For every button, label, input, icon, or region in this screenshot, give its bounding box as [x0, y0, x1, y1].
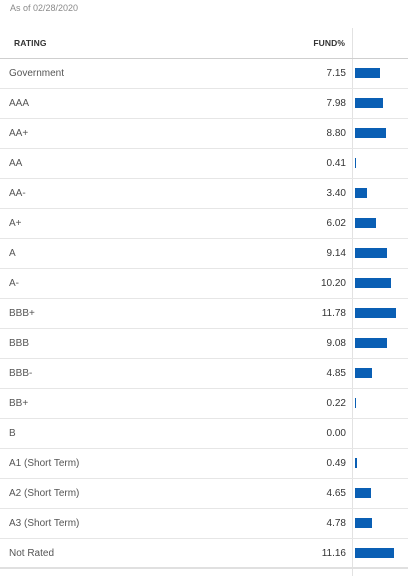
table-row: AA+ 8.80 — [0, 119, 408, 149]
fund-percent-bar — [355, 338, 387, 348]
fund-percent-bar — [355, 248, 387, 258]
fund-percent-value: 0.22 — [326, 398, 346, 409]
table-row: A- 10.20 — [0, 269, 408, 299]
table-row: A+ 6.02 — [0, 209, 408, 239]
fund-percent-bar — [355, 188, 367, 198]
table-row: BBB- 4.85 — [0, 359, 408, 389]
fund-percent-value: 7.98 — [326, 98, 346, 109]
rating-label: A3 (Short Term) — [9, 518, 80, 529]
fund-percent-bar — [355, 68, 380, 78]
as-of-date: As of 02/28/2020 — [10, 3, 79, 13]
fund-percent-value: 0.00 — [326, 428, 346, 439]
fund-percent-value: 4.65 — [326, 488, 346, 499]
fund-percent-bar — [355, 398, 356, 408]
table-row: A3 (Short Term) 4.78 — [0, 509, 408, 539]
table-body: Government 7.15 AAA 7.98 AA+ 8.80 AA 0.41 AA- 3.4… — [0, 59, 408, 569]
fund-percent-value: 10.20 — [320, 278, 346, 289]
rating-label: AA — [9, 158, 23, 169]
rating-label: Government — [9, 68, 65, 79]
fund-percent-bar — [355, 518, 372, 528]
rating-label: BBB+ — [9, 308, 35, 319]
rating-label: BBB — [9, 338, 30, 349]
rating-label: B — [9, 428, 16, 439]
fund-percent-value: 4.85 — [326, 368, 346, 379]
rating-label: Not Rated — [9, 548, 55, 559]
column-divider — [352, 28, 353, 576]
table-row: AA 0.41 — [0, 149, 408, 179]
fund-percent-value: 6.02 — [326, 218, 346, 229]
table-row: A 9.14 — [0, 239, 408, 269]
fund-percent-bar — [355, 278, 391, 288]
fund-percent-bar — [355, 548, 394, 558]
rating-label: AAA — [9, 98, 30, 109]
table-row: AAA 7.98 — [0, 89, 408, 119]
table-header: RATING FUND% — [0, 28, 408, 59]
rating-label: A2 (Short Term) — [9, 488, 80, 499]
rating-label: A+ — [9, 218, 22, 229]
fund-percent-value: 3.40 — [326, 188, 346, 199]
fund-percent-bar — [355, 128, 386, 138]
table-row: AA- 3.40 — [0, 179, 408, 209]
fund-percent-value: 8.80 — [326, 128, 346, 139]
table-row: Government 7.15 — [0, 59, 408, 89]
rating-label: A- — [9, 278, 19, 289]
fund-percent-bar — [355, 218, 376, 228]
fund-percent-value: 0.41 — [326, 158, 346, 169]
rating-label: A1 (Short Term) — [9, 458, 80, 469]
rating-label: AA- — [9, 188, 26, 199]
fund-percent-value: 11.78 — [321, 308, 346, 319]
fund-percent-value: 7.15 — [326, 68, 346, 79]
fund-percent-bar — [355, 368, 372, 378]
table-row: Not Rated 11.16 — [0, 539, 408, 569]
table-row: B 0.00 — [0, 419, 408, 449]
fund-percent-value: 4.78 — [326, 518, 346, 529]
credit-quality-table: RATING FUND% Government 7.15 AAA 7.98 AA+ 8.8… — [0, 28, 408, 569]
rating-label: A — [9, 248, 16, 259]
table-row: A2 (Short Term) 4.65 — [0, 479, 408, 509]
fund-percent-bar — [355, 458, 357, 468]
fund-percent-column-header: FUND% — [313, 38, 345, 48]
fund-percent-value: 0.49 — [326, 458, 346, 469]
table-row: BB+ 0.22 — [0, 389, 408, 419]
table-row: BBB+ 11.78 — [0, 299, 408, 329]
fund-percent-bar — [355, 158, 356, 168]
rating-label: BB+ — [9, 398, 29, 409]
fund-percent-value: 11.16 — [321, 548, 346, 559]
rating-column-header: RATING — [14, 38, 47, 48]
fund-percent-bar — [355, 308, 396, 318]
fund-percent-bar — [355, 488, 371, 498]
rating-label: AA+ — [9, 128, 29, 139]
fund-percent-value: 9.14 — [326, 248, 346, 259]
table-row: A1 (Short Term) 0.49 — [0, 449, 408, 479]
fund-percent-bar — [355, 98, 383, 108]
fund-percent-value: 9.08 — [326, 338, 346, 349]
rating-label: BBB- — [9, 368, 33, 379]
table-row: BBB 9.08 — [0, 329, 408, 359]
